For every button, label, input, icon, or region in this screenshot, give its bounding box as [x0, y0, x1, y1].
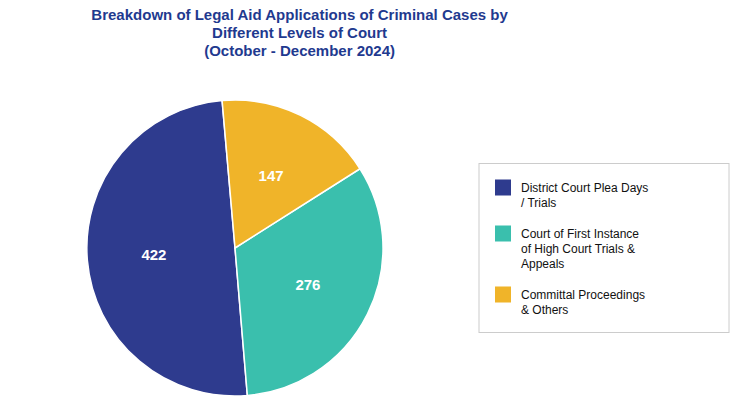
- legend-swatch: [495, 226, 511, 242]
- legend-item: Court of First Instanceof High Court Tri…: [495, 226, 639, 271]
- data-label: 422: [141, 246, 166, 263]
- legend-item: Committal Proceedings& Others: [495, 287, 645, 317]
- legend-item: District Court Plea Days/ Trials: [495, 180, 648, 210]
- pie-slice: [222, 100, 360, 248]
- title-line: Breakdown of Legal Aid Applications of C…: [91, 6, 508, 23]
- legend-label-line: of High Court Trials &: [521, 242, 635, 256]
- legend-swatch: [495, 180, 511, 196]
- legend-swatch: [495, 287, 511, 303]
- legend-box: [479, 164, 729, 333]
- chart-svg: Breakdown of Legal Aid Applications of C…: [0, 0, 749, 413]
- title: Breakdown of Legal Aid Applications of C…: [91, 6, 508, 59]
- legend-label-line: / Trials: [521, 196, 556, 210]
- legend-label: Committal Proceedings& Others: [521, 288, 645, 317]
- title-line: Different Levels of Court: [212, 24, 387, 41]
- legend-label: District Court Plea Days/ Trials: [521, 181, 648, 210]
- title-line: (October - December 2024): [204, 42, 395, 59]
- legend-label-line: District Court Plea Days: [521, 181, 648, 195]
- data-label: 276: [295, 276, 320, 293]
- legend-label-line: Appeals: [521, 257, 564, 271]
- legend-label-line: & Others: [521, 303, 568, 317]
- legend: District Court Plea Days/ Trials Court of…: [479, 164, 729, 333]
- legend-label-line: Committal Proceedings: [521, 288, 645, 302]
- pie: [87, 100, 383, 396]
- pie-slice: [87, 101, 248, 396]
- data-labels: 422 276 147: [141, 167, 320, 293]
- legend-label-line: Court of First Instance: [521, 227, 639, 241]
- legend-label: Court of First Instanceof High Court Tri…: [521, 227, 639, 271]
- data-label: 147: [259, 167, 284, 184]
